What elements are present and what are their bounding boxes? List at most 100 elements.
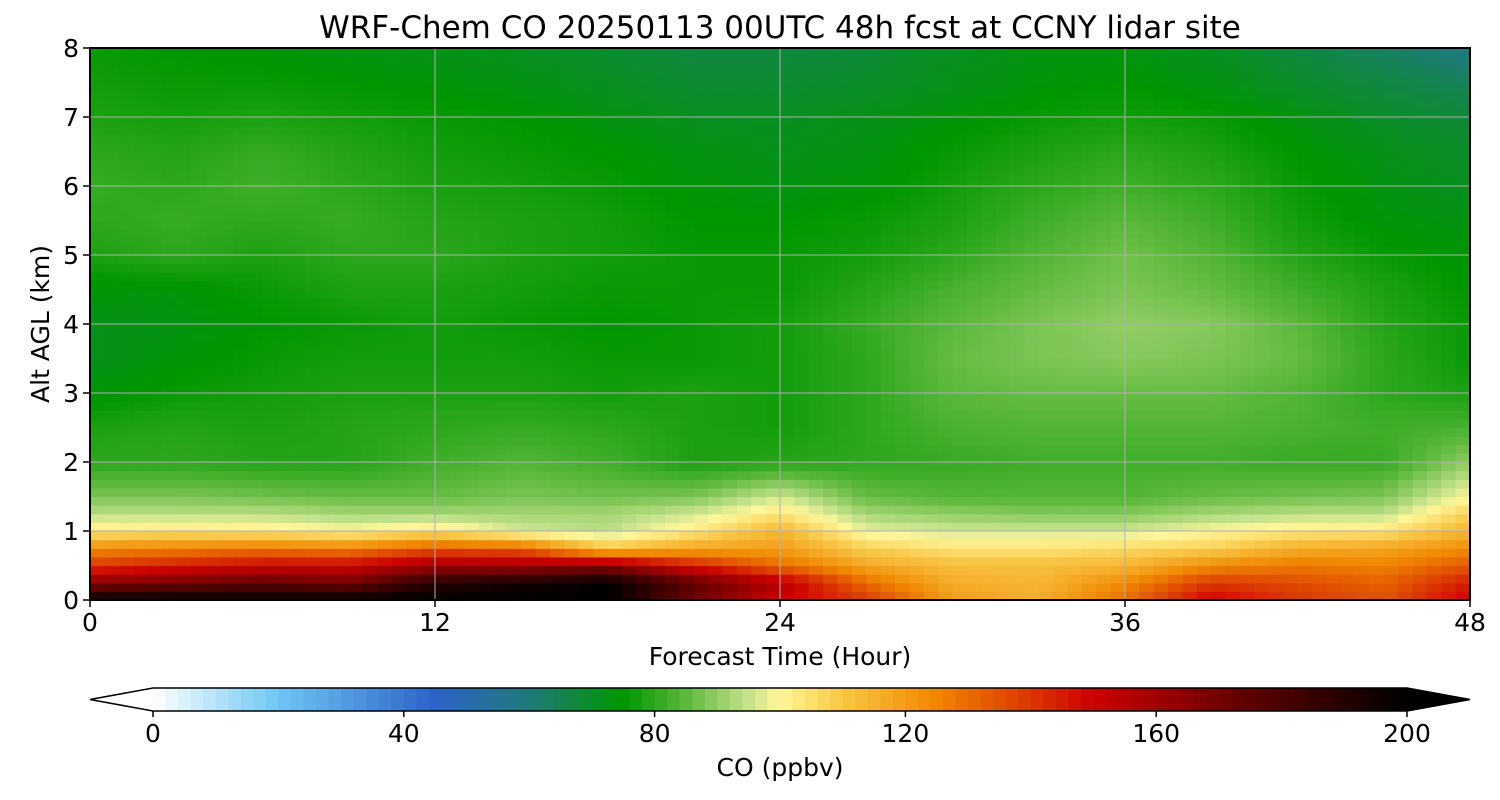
heatmap-cell	[851, 229, 867, 239]
heatmap-cell	[708, 194, 724, 204]
heatmap-cell	[880, 591, 896, 601]
heatmap-cell	[923, 401, 939, 411]
heatmap-cell	[607, 487, 623, 498]
heatmap-cell	[938, 177, 954, 187]
heatmap-cell	[262, 220, 278, 230]
heatmap-cell	[233, 556, 249, 567]
heatmap-cell	[133, 487, 149, 498]
heatmap-cell	[1053, 255, 1069, 265]
heatmap-cell	[463, 280, 479, 291]
heatmap-cell	[133, 401, 149, 411]
heatmap-cell	[1096, 349, 1112, 360]
heatmap-cell	[1254, 332, 1270, 342]
heatmap-cell	[348, 505, 364, 515]
heatmap-cell	[90, 324, 105, 334]
heatmap-cell	[621, 272, 637, 282]
heatmap-cell	[1125, 375, 1140, 385]
heatmap-cell	[621, 410, 637, 420]
heatmap-cell	[593, 237, 609, 247]
heatmap-cell	[938, 186, 954, 196]
heatmap-cell	[190, 211, 206, 222]
heatmap-cell	[1254, 229, 1270, 239]
heatmap-cell	[506, 203, 522, 213]
heatmap-cell	[636, 272, 652, 282]
heatmap-cell	[1355, 531, 1370, 541]
heatmap-cell	[1268, 168, 1284, 178]
heatmap-cell	[334, 263, 350, 273]
heatmap-cell	[449, 401, 465, 411]
heatmap-cell	[1254, 237, 1270, 247]
heatmap-cell	[233, 591, 249, 601]
heatmap-cell	[1081, 470, 1097, 480]
heatmap-cell	[1398, 255, 1414, 265]
heatmap-cell	[377, 565, 393, 575]
heatmap-cell	[1398, 582, 1414, 592]
heatmap-cell	[650, 194, 666, 204]
heatmap-cell	[607, 220, 623, 230]
heatmap-cell	[866, 375, 882, 385]
heatmap-cell	[578, 591, 594, 601]
heatmap-cell	[621, 298, 637, 308]
heatmap-cell	[190, 203, 206, 213]
heatmap-cell	[650, 418, 666, 429]
heatmap-cell	[923, 393, 939, 403]
heatmap-cell	[550, 574, 565, 584]
heatmap-cell	[1096, 427, 1112, 437]
heatmap-cell	[1283, 341, 1299, 351]
heatmap-cell	[665, 462, 680, 472]
heatmap-cell	[535, 453, 551, 463]
heatmap-cell	[535, 522, 551, 532]
heatmap-cell	[794, 582, 810, 592]
heatmap-cell	[90, 487, 105, 498]
heatmap-cell	[305, 272, 321, 282]
heatmap-cell	[909, 513, 925, 523]
heatmap-cell	[607, 393, 623, 403]
heatmap-cell	[1168, 315, 1184, 325]
heatmap-cell	[190, 453, 206, 463]
heatmap-cell	[219, 272, 235, 282]
heatmap-cell	[607, 591, 623, 601]
heatmap-cell	[981, 306, 997, 316]
heatmap-cell	[607, 332, 623, 342]
heatmap-cell	[233, 375, 249, 385]
heatmap-cell	[607, 496, 623, 506]
heatmap-cell	[665, 246, 680, 256]
heatmap-cell	[1254, 470, 1270, 480]
heatmap-cell	[1426, 505, 1442, 515]
heatmap-cell	[1455, 496, 1471, 506]
heatmap-cell	[909, 418, 925, 429]
heatmap-cell	[952, 444, 968, 454]
heatmap-cell	[1081, 479, 1097, 489]
heatmap-cell	[1038, 531, 1054, 541]
heatmap-cell	[851, 427, 867, 437]
heatmap-cell	[966, 324, 982, 334]
heatmap-cell	[176, 462, 192, 472]
heatmap-cell	[219, 522, 235, 532]
heatmap-cell	[1240, 229, 1255, 239]
heatmap-cell	[880, 444, 896, 454]
heatmap-cell	[348, 522, 364, 532]
heatmap-cell	[219, 229, 235, 239]
heatmap-cell	[90, 531, 105, 541]
heatmap-cell	[262, 462, 278, 472]
heatmap-cell	[1139, 160, 1155, 170]
heatmap-cell	[161, 427, 177, 437]
heatmap-cell	[938, 496, 954, 506]
heatmap-cell	[205, 211, 220, 222]
heatmap-cell	[233, 522, 249, 532]
heatmap-cell	[851, 591, 867, 601]
heatmap-cell	[952, 229, 968, 239]
heatmap-cell	[995, 168, 1011, 178]
heatmap-cell	[190, 341, 206, 351]
heatmap-cell	[708, 255, 724, 265]
heatmap-cell	[219, 255, 235, 265]
heatmap-cell	[320, 436, 335, 446]
heatmap-cell	[478, 349, 494, 360]
heatmap-cell	[966, 436, 982, 446]
heatmap-cell	[1053, 479, 1069, 489]
heatmap-cell	[909, 556, 925, 567]
heatmap-cell	[1024, 384, 1040, 394]
heatmap-cell	[262, 324, 278, 334]
heatmap-cell	[1297, 255, 1313, 265]
heatmap-cell	[420, 332, 436, 342]
